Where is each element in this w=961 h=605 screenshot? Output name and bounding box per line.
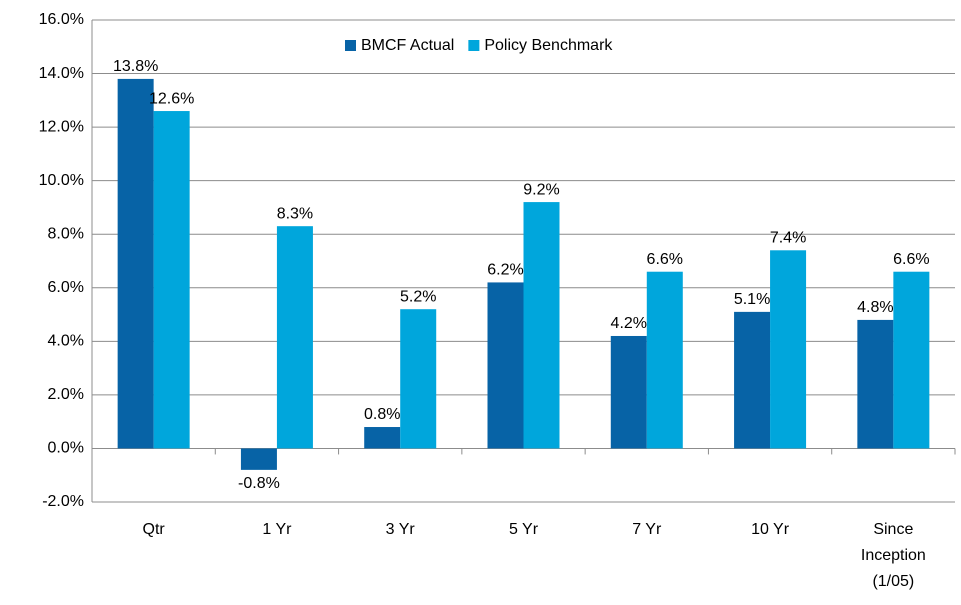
data-label: 5.1% [734, 291, 770, 308]
bar [893, 271, 930, 449]
x-tick-label: 7 Yr [632, 521, 662, 538]
bar [857, 319, 894, 449]
x-tick-label: Since Inception (1/05) [861, 521, 926, 590]
data-label: 9.2% [523, 181, 559, 198]
x-tick-label: 10 Yr [751, 521, 790, 538]
x-tick-line: (1/05) [872, 573, 914, 590]
data-label: 4.8% [857, 299, 893, 316]
y-tick-label: 14.0% [39, 65, 84, 82]
data-label: 6.6% [647, 251, 683, 268]
y-tick-label: 16.0% [39, 11, 84, 28]
data-label: 6.2% [487, 262, 523, 279]
x-tick-label: 3 Yr [386, 521, 416, 538]
data-label: 12.6% [149, 90, 194, 107]
y-tick-label: -2.0% [42, 493, 84, 510]
y-tick-label: 12.0% [39, 118, 84, 135]
bar [240, 448, 277, 470]
x-tick-label: Qtr [143, 521, 166, 538]
bar [153, 111, 190, 449]
x-tick-line: Inception [861, 547, 926, 564]
y-tick-label: 8.0% [48, 225, 84, 242]
data-label: 13.8% [113, 58, 158, 75]
x-tick-label: 1 Yr [262, 521, 292, 538]
data-label: 0.8% [364, 406, 400, 423]
bar [770, 250, 807, 449]
bar [364, 427, 401, 449]
bar [400, 309, 437, 449]
data-label: -0.8% [238, 475, 280, 492]
legend: BMCF Actual Policy Benchmark [345, 37, 613, 54]
legend-swatch [468, 40, 480, 51]
bar [523, 202, 560, 449]
bar [487, 282, 524, 449]
bar [734, 311, 771, 449]
y-tick-label: 6.0% [48, 279, 84, 296]
x-tick-label: 5 Yr [509, 521, 539, 538]
data-label: 6.6% [893, 251, 929, 268]
bar [117, 78, 154, 449]
legend-label: Policy Benchmark [484, 37, 613, 54]
y-tick-label: 2.0% [48, 386, 84, 403]
bar [610, 335, 647, 449]
x-tick-line: Since [873, 521, 913, 538]
data-label: 4.2% [611, 315, 647, 332]
legend-swatch [345, 40, 356, 51]
data-label: 8.3% [277, 205, 313, 222]
bar [646, 271, 683, 449]
y-tick-label: 4.0% [48, 333, 84, 350]
data-label: 5.2% [400, 288, 436, 305]
legend-label: BMCF Actual [361, 37, 454, 54]
bar [276, 226, 313, 449]
data-label: 7.4% [770, 230, 806, 247]
y-tick-label: 10.0% [39, 172, 84, 189]
y-tick-label: 0.0% [48, 440, 84, 457]
